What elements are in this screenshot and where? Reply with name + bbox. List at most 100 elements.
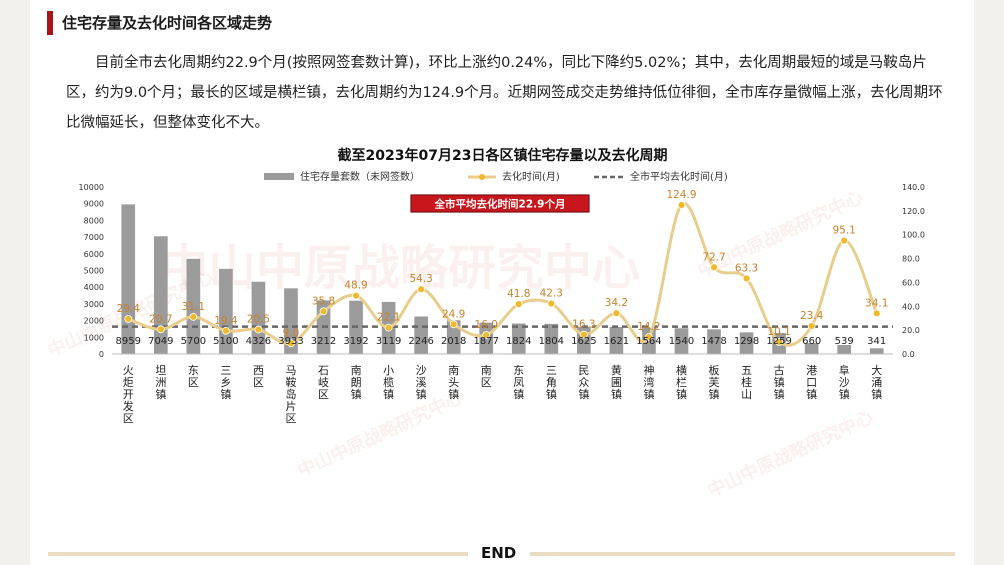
x-category-label: 南	[351, 364, 362, 377]
title-accent-bar	[47, 11, 53, 35]
x-category-label: 横	[676, 363, 687, 377]
legend-label-average: 全市平均去化时间(月)	[630, 170, 728, 183]
x-category-label: 镇	[709, 387, 720, 401]
x-category-label: 东	[188, 364, 199, 377]
point-period	[189, 313, 198, 321]
y-right-tick-label: 20.0	[902, 326, 920, 335]
data-label-period: 72.7	[702, 251, 725, 263]
bar-stock	[609, 326, 624, 354]
x-category-label: 马	[285, 364, 296, 377]
data-label-period: 31.1	[182, 301, 205, 313]
chart-title: 截至2023年07月23日各区镇住宅存量以及去化周期	[338, 147, 668, 164]
x-category-label: 南	[448, 364, 459, 377]
y-left-tick-label: 4000	[84, 283, 104, 292]
point-period	[417, 285, 426, 294]
data-label-stock: 1298	[734, 336, 759, 347]
y-left-tick-label: 5000	[84, 267, 104, 276]
x-category-label: 溪	[416, 376, 427, 389]
x-category-label: 乡	[220, 376, 231, 389]
data-label-period: 34.2	[605, 297, 628, 309]
y-left-tick-label: 9000	[84, 200, 104, 209]
data-label-period: 29.4	[117, 303, 141, 315]
point-period	[677, 201, 686, 209]
x-category-label: 区	[285, 412, 296, 425]
data-label-period: 16.0	[475, 319, 498, 331]
x-category-label: 区	[253, 376, 264, 389]
x-category-label: 区	[318, 388, 329, 401]
y-right-tick-label: 140.0	[902, 183, 925, 192]
point-period	[449, 320, 458, 329]
x-category-label: 镇	[351, 387, 362, 401]
data-label-period: 20.7	[149, 313, 172, 325]
data-label-stock: 3933	[278, 336, 303, 347]
x-category-label: 东	[513, 364, 524, 377]
watermark-large: 中山中原战略研究中心	[160, 240, 641, 296]
x-category-label: 大	[871, 363, 882, 377]
point-period	[124, 315, 133, 323]
bar-stock	[284, 288, 298, 354]
y-right-tick-label: 0.0	[902, 350, 915, 359]
legend-marker-period	[479, 174, 485, 180]
point-period	[514, 300, 523, 309]
data-label-stock: 7049	[148, 336, 173, 347]
x-category-label: 镇	[806, 387, 817, 401]
bar-stock	[251, 281, 266, 354]
data-label-period: 41.8	[507, 288, 530, 300]
bar-stock	[121, 204, 136, 354]
x-category-label: 镇	[839, 387, 850, 401]
data-label-stock: 1804	[539, 336, 564, 347]
data-label-stock: 3192	[343, 336, 368, 347]
y-right-tick-label: 80.0	[902, 255, 920, 264]
y-left-tick-label: 3000	[84, 300, 104, 309]
x-category-label: 洲	[155, 376, 166, 389]
x-category-label: 阜	[839, 364, 850, 377]
x-category-label: 桂	[741, 375, 752, 389]
y-left-tick-label: 6000	[84, 250, 104, 259]
annotation-box	[410, 194, 590, 213]
x-category-label: 小	[383, 364, 394, 377]
point-period	[352, 291, 360, 300]
x-category-label: 沙	[839, 376, 850, 389]
data-label-stock: 539	[835, 336, 854, 347]
x-category-label: 镇	[611, 387, 622, 401]
x-category-label: 湾	[643, 375, 654, 389]
data-label-stock: 1824	[506, 336, 531, 347]
x-category-label: 五	[741, 364, 752, 377]
x-category-label: 涌	[871, 376, 882, 389]
point-period	[612, 309, 621, 318]
x-category-label: 镇	[383, 387, 394, 401]
x-category-label: 岛	[285, 387, 296, 401]
data-label-period: 16.3	[572, 319, 595, 331]
x-category-label: 发	[123, 399, 134, 413]
data-label-stock: 1877	[474, 336, 499, 347]
bar-stock	[511, 323, 526, 354]
data-label-period: 10.1	[767, 326, 790, 338]
point-period	[579, 330, 588, 339]
section-title: 住宅存量及去化时间各区域走势	[62, 14, 273, 32]
bar-stock	[804, 342, 819, 354]
x-category-label: 镇	[774, 375, 785, 389]
data-label-period: 23.4	[800, 310, 824, 322]
data-label-period: 34.1	[865, 297, 888, 309]
x-category-label: 头	[448, 376, 459, 389]
point-period	[775, 338, 784, 346]
x-category-label: 镇	[643, 387, 654, 401]
bar-stock	[707, 329, 721, 354]
annotation-text: 全市平均去化时间22.9个月	[434, 198, 566, 211]
point-period	[287, 339, 295, 348]
data-label-stock: 1564	[636, 336, 661, 347]
x-category-label: 镇	[155, 387, 166, 401]
data-label-period: 9.0	[283, 327, 300, 339]
x-category-label: 三	[546, 364, 557, 377]
point-period	[221, 326, 230, 335]
x-category-label: 神	[643, 363, 654, 377]
x-category-label: 区	[188, 376, 199, 389]
data-label-period: 19.4	[214, 315, 238, 327]
x-category-label: 坦	[155, 363, 166, 377]
y-right-tick-label: 120.0	[902, 207, 925, 216]
end-label: END	[481, 544, 517, 562]
legend-swatch-stock	[264, 173, 294, 180]
data-label-period: 22.1	[377, 312, 400, 324]
summary-paragraph: 目前全市去化周期约22.9个月(按照网签套数计算)，环比上涨约0.24%，同比下…	[66, 55, 943, 131]
